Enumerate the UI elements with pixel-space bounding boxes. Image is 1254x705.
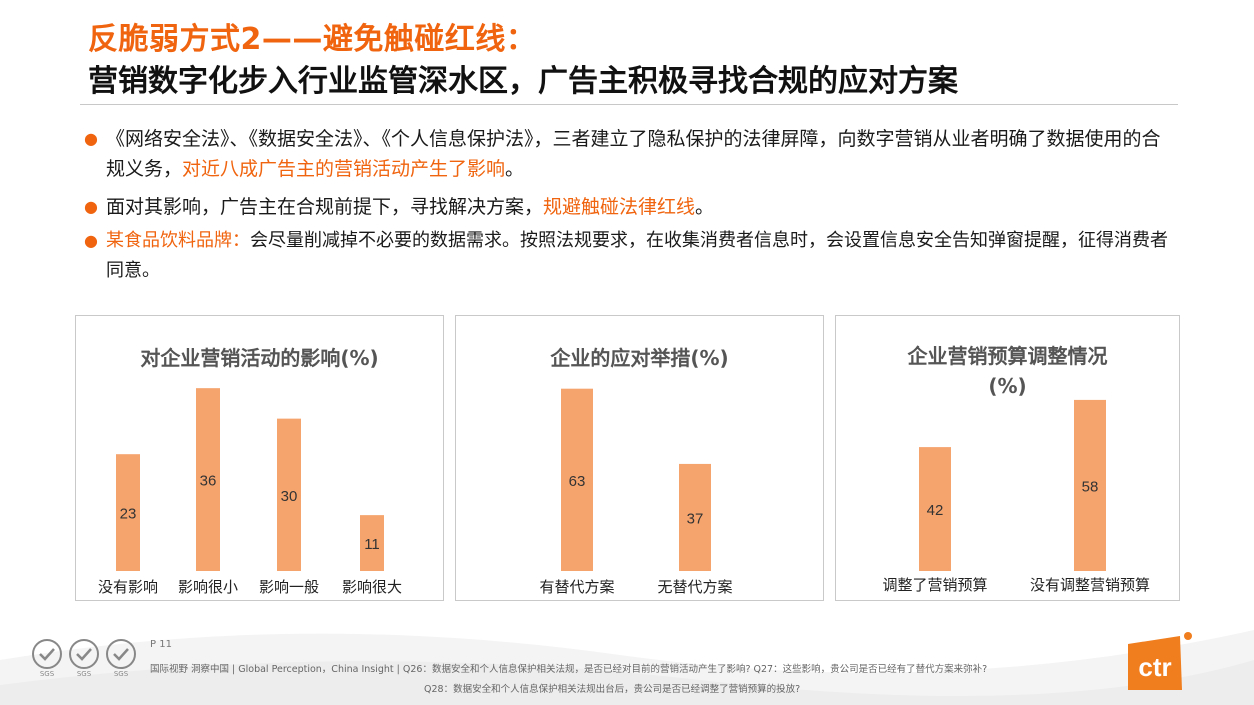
bar-1 [919, 447, 951, 571]
chart-budget-svg: 42 调整了营销预算 58 没有调整营销预算 [882, 399, 1150, 594]
bullet-dot: ● [84, 231, 98, 250]
bar-1 [116, 454, 140, 571]
bullet-dot: ● [84, 129, 98, 148]
bar-value-label: 23 [120, 506, 137, 523]
category-label: 影响一般 [259, 578, 319, 596]
bar-value-label: 30 [281, 488, 298, 505]
ctr-logo-text: ctr [1138, 652, 1171, 682]
bar-value-label: 58 [1082, 478, 1099, 495]
chart-title: 对企业营销活动的影响(%) [140, 346, 379, 370]
page-number: P 11 [150, 639, 172, 650]
bullet-3: ● 某食品饮料品牌：会尽量削减掉不必要的数据需求。按照法规要求，在收集消费者信息… [84, 226, 1174, 286]
footer-note-line1: 国际视野 洞察中国 | Global Perception，China Insi… [150, 664, 988, 675]
bar-value-label: 37 [687, 510, 704, 527]
bar-2 [196, 388, 220, 571]
category-label: 影响很小 [178, 578, 238, 596]
category-label: 有替代方案 [539, 578, 614, 596]
background-decoration [0, 630, 1254, 705]
bullet-3-text: 某食品饮料品牌：会尽量削减掉不必要的数据需求。按照法规要求，在收集消费者信息时，… [84, 226, 1174, 286]
chart-panel-budget: 企业营销预算调整情况 (%) 42 调整了营销预算 58 没有调整营销预算 [835, 315, 1180, 601]
bullet-3-body: 会尽量削减掉不必要的数据需求。按照法规要求，在收集消费者信息时，会设置信息安全告… [106, 230, 1168, 281]
bullet-2-body: 面对其影响，广告主在合规前提下，寻找解决方案， [106, 196, 544, 218]
bullet-1: ● 《网络安全法》、《数据安全法》、《个人信息保护法》，三者建立了隐私保护的法律… [84, 124, 1174, 184]
bullet-2: ● 面对其影响，广告主在合规前提下，寻找解决方案，规避触碰法律红线。 [84, 192, 1174, 222]
title-divider [80, 104, 1178, 105]
bullet-1-highlight: 对近八成广告主的营销活动产生了影响 [182, 158, 506, 180]
bullet-1-text: 《网络安全法》、《数据安全法》、《个人信息保护法》，三者建立了隐私保护的法律屏障… [84, 124, 1174, 184]
ctr-logo: ctr [1128, 632, 1192, 690]
category-label: 无替代方案 [657, 578, 732, 596]
bullet-1-body: 《网络安全法》、《数据安全法》、《个人信息保护法》，三者建立了隐私保护的法律屏障… [106, 128, 1161, 180]
certification-badges: SGS SGS SGS [32, 639, 136, 678]
category-label: 影响很大 [342, 578, 402, 596]
bar-4 [360, 515, 384, 571]
category-label: 调整了营销预算 [882, 576, 987, 594]
badge-label: SGS [114, 670, 129, 678]
page-title-line1: 反脆弱方式2——避免触碰红线： [88, 22, 537, 57]
badge-label: SGS [77, 670, 92, 678]
chart-impact-svg: 23 没有影响 36 影响很小 30 影响一般 11 影响很大 [98, 388, 402, 596]
page-title-line2: 营销数字化步入行业监管深水区，广告主积极寻找合规的应对方案 [88, 64, 958, 99]
category-label: 没有影响 [98, 578, 158, 596]
bar-value-label: 11 [364, 536, 380, 553]
category-label: 没有调整营销预算 [1030, 576, 1150, 594]
chart-panel-response: 企业的应对举措(%) 63 有替代方案 37 无替代方案 [455, 315, 824, 601]
chart-panel-impact: 对企业营销活动的影响(%) 23 没有影响 36 影响很小 30 影响一般 11 影响很大 [75, 315, 444, 601]
bar-1 [561, 388, 593, 571]
bar-value-label: 42 [927, 502, 944, 519]
bar-3 [277, 418, 301, 571]
chart-title: 企业营销预算调整情况 [907, 344, 1108, 368]
bullet-3-label: 某食品饮料品牌： [106, 230, 250, 251]
bullet-1-end: 。 [505, 158, 525, 180]
bar-value-label: 63 [569, 473, 586, 490]
chart-response-svg: 63 有替代方案 37 无替代方案 [539, 388, 733, 596]
footer-note-line2: Q28：数据安全和个人信息保护相关法规出台后，贵公司是否已经调整了营销预算的投放… [424, 684, 801, 695]
bar-value-label: 36 [200, 473, 217, 490]
bar-2 [679, 463, 711, 571]
bullet-2-text: 面对其影响，广告主在合规前提下，寻找解决方案，规避触碰法律红线。 [84, 192, 1174, 222]
chart-title: 企业的应对举措(%) [550, 346, 729, 370]
bar-2 [1074, 399, 1106, 571]
bullet-2-end: 。 [695, 196, 715, 218]
bullet-2-highlight: 规避触碰法律红线 [543, 196, 696, 218]
badge-label: SGS [40, 670, 55, 678]
chart-title-unit: (%) [988, 374, 1027, 398]
bullet-dot: ● [84, 197, 98, 216]
